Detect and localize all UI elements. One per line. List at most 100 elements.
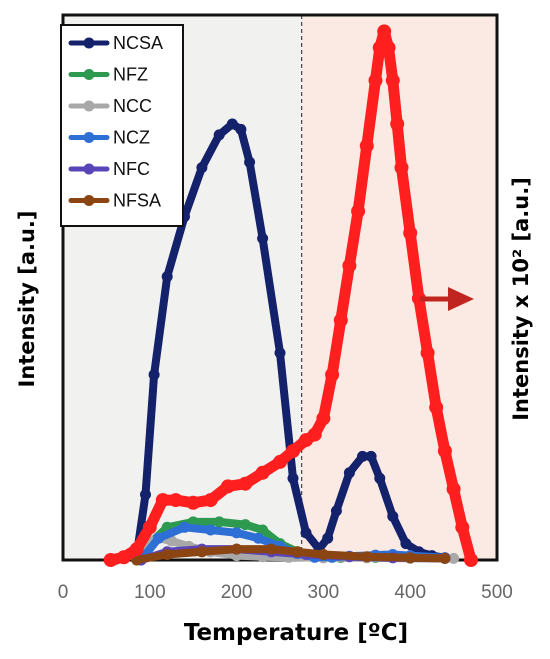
data-point-right-axis-29 [411, 291, 426, 306]
data-point-ncsa-1 [140, 489, 151, 501]
data-point-right-axis-30 [420, 345, 435, 360]
data-point-ncsa-17 [343, 467, 355, 479]
data-point-nfsa-6 [317, 549, 329, 560]
legend-label-nfc: NFC [113, 159, 150, 179]
data-point-ncsa-2 [148, 369, 160, 381]
data-point-nfz-6 [257, 524, 269, 536]
data-point-ncz-2 [179, 521, 190, 533]
data-point-right-axis-16 [325, 367, 340, 382]
legend-label-ncsa: NCSA [113, 33, 163, 53]
data-point-right-axis-23 [377, 24, 392, 39]
data-point-right-axis-32 [437, 444, 452, 458]
legend-marker-ncsa [83, 37, 95, 49]
series-ncsa [131, 118, 451, 564]
data-point-right-axis-24 [381, 40, 396, 55]
data-point-ncsa-7 [226, 118, 238, 130]
data-point-right-axis-34 [455, 520, 470, 535]
data-point-ncz-1 [153, 532, 164, 544]
legend-marker-ncz [83, 132, 95, 143]
data-point-ncz-4 [231, 527, 243, 539]
series-layer [103, 24, 478, 567]
x-tick-label-500: 500 [481, 582, 513, 603]
data-point-ncz-3 [205, 524, 217, 536]
data-point-ncsa-8 [235, 123, 247, 135]
x-axis-title: Temperature [ºC] [184, 620, 408, 646]
data-point-nfz-5 [239, 519, 251, 531]
data-point-right-axis-27 [394, 160, 409, 175]
x-tick-label-0: 0 [58, 582, 69, 603]
data-point-right-axis-1 [116, 550, 131, 565]
data-point-ncsa-19 [365, 450, 377, 462]
data-point-ncsa-5 [196, 162, 208, 174]
data-point-ncsa-15 [322, 532, 334, 544]
y-axis-title-right: Intensity x 10² [a.u.] [509, 177, 533, 421]
legend-marker-nfsa [83, 195, 95, 206]
data-point-right-axis-21 [368, 73, 383, 88]
data-point-right-axis-33 [446, 482, 461, 497]
data-point-ncsa-11 [274, 347, 286, 359]
data-point-ncc-13 [448, 552, 460, 564]
data-point-nfsa-3 [231, 543, 243, 555]
data-point-nfsa-7 [361, 551, 373, 563]
legend-label-ncc: NCC [113, 96, 152, 116]
data-point-ncsa-18 [357, 450, 368, 462]
data-point-right-axis-10 [255, 465, 270, 480]
data-point-right-axis-31 [429, 400, 444, 415]
data-point-right-axis-9 [238, 476, 253, 491]
data-point-right-axis-15 [316, 411, 331, 426]
data-point-nfsa-4 [265, 543, 277, 555]
legend-marker-nfz [83, 69, 95, 80]
series-right-axis [103, 24, 478, 567]
legend-box [60, 24, 184, 227]
series-line-ncsa [132, 120, 449, 562]
data-point-nfsa-9 [439, 552, 451, 564]
data-point-nfsa-1 [161, 549, 173, 560]
data-point-right-axis-28 [403, 226, 418, 240]
data-point-right-axis-0 [103, 553, 118, 567]
x-tick-label-200: 200 [221, 582, 253, 603]
data-point-right-axis-12 [286, 444, 300, 458]
data-point-nfsa-5 [291, 546, 303, 558]
data-point-right-axis-20 [359, 138, 374, 153]
data-point-right-axis-2 [129, 542, 144, 557]
data-point-right-axis-17 [333, 313, 348, 328]
data-point-ncsa-9 [244, 156, 256, 168]
x-tick-label-100: 100 [134, 582, 166, 603]
data-point-right-axis-25 [385, 73, 400, 88]
data-point-nfz-4 [213, 516, 225, 528]
data-point-right-axis-4 [155, 493, 170, 508]
y-axis-title-left: Intensity [a.u.] [15, 210, 39, 387]
data-point-nfsa-8 [404, 552, 416, 564]
data-point-ncsa-12 [287, 472, 299, 484]
data-point-ncsa-13 [300, 527, 312, 539]
data-point-ncsa-16 [330, 505, 342, 517]
data-point-ncsa-22 [400, 538, 412, 550]
legend-label-nfsa: NFSA [113, 191, 161, 211]
data-point-right-axis-7 [203, 493, 218, 508]
data-point-right-axis-8 [220, 479, 235, 494]
data-point-right-axis-18 [342, 258, 357, 273]
arrow-head [448, 287, 474, 311]
data-point-right-axis-11 [273, 454, 287, 469]
legend-marker-ncc [83, 100, 95, 112]
data-point-ncsa-20 [374, 472, 386, 484]
data-point-ncsa-3 [161, 271, 173, 283]
data-point-right-axis-5 [168, 493, 183, 508]
legend-label-ncz: NCZ [113, 128, 150, 148]
x-tick-labels: 0 100 200 300 400 500 [58, 582, 513, 603]
legend-marker-nfc [83, 163, 95, 175]
data-point-ncsa-21 [387, 510, 399, 522]
data-point-right-axis-14 [307, 427, 322, 442]
right-axis-arrow [420, 287, 474, 311]
data-point-nfsa-2 [196, 546, 208, 558]
series-nfsa [131, 543, 451, 566]
data-point-ncz-5 [252, 532, 264, 544]
data-point-right-axis-19 [351, 204, 366, 219]
data-point-right-axis-35 [464, 553, 478, 567]
x-tick-label-400: 400 [394, 582, 426, 603]
data-point-right-axis-3 [142, 520, 157, 535]
x-tick-label-300: 300 [308, 582, 340, 603]
data-point-right-axis-6 [186, 495, 201, 510]
data-point-ncsa-6 [213, 129, 225, 141]
